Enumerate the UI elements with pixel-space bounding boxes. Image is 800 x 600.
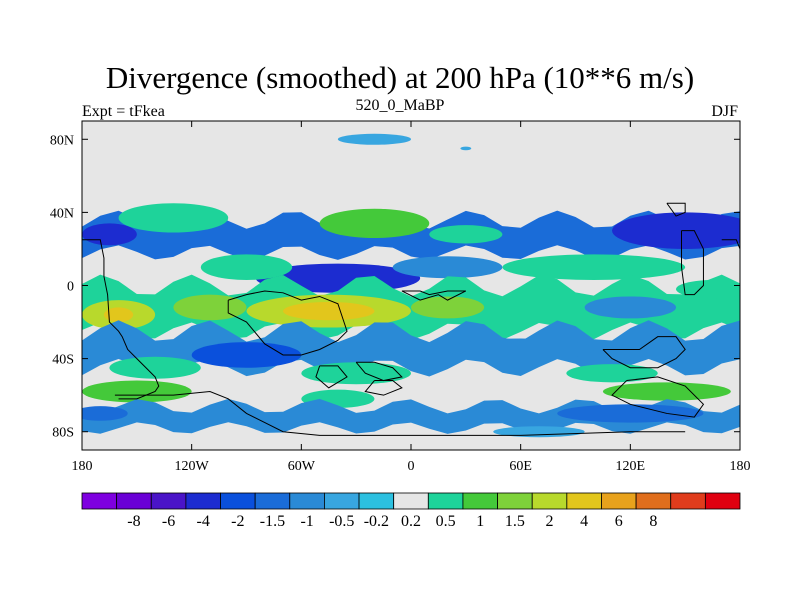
colorbar-swatch <box>704 492 741 510</box>
coastline <box>82 239 160 400</box>
coastline <box>315 365 348 389</box>
divergence-band <box>82 177 740 226</box>
divergence-cell <box>109 356 201 379</box>
colorbar-swatch <box>462 492 498 510</box>
chart-title: Divergence (smoothed) at 200 hPa (10**6 … <box>105 60 695 95</box>
colorbar-label: 1 <box>476 513 484 530</box>
x-tick-label: 60E <box>509 459 532 474</box>
divergence-cell <box>103 307 134 323</box>
divergence-cell <box>460 146 472 151</box>
colorbar-swatch <box>531 492 568 510</box>
y-tick-label: 80S <box>52 426 74 441</box>
colorbar-label: -1.5 <box>260 513 285 530</box>
coastline <box>355 361 403 382</box>
coastline <box>401 290 467 301</box>
divergence-cell <box>200 254 293 281</box>
colorbar-label: -0.5 <box>329 513 354 530</box>
divergence-cell <box>429 225 503 244</box>
x-tick-label: 120W <box>175 459 210 474</box>
y-tick-label: 40N <box>50 206 74 221</box>
divergence-cell <box>584 296 677 319</box>
x-tick-label: 120E <box>616 459 646 474</box>
colorbar-swatch <box>358 492 395 510</box>
coastline <box>681 230 704 296</box>
divergence-band <box>82 210 740 260</box>
colorbar-swatch <box>289 492 325 510</box>
colorbar-label: 1.5 <box>505 513 525 530</box>
coastline <box>721 239 740 250</box>
colorbar-swatch <box>601 492 637 510</box>
colorbar-label: 0.2 <box>401 513 421 530</box>
colorbar-label: 4 <box>580 513 588 530</box>
divergence-cell <box>82 406 128 421</box>
colorbar-label: 8 <box>649 513 657 530</box>
colorbar-label: -2 <box>231 513 244 530</box>
colorbar-swatch <box>150 492 187 510</box>
divergence-cell <box>411 296 485 319</box>
colorbar-label: -1 <box>300 513 313 530</box>
colorbar-label: -8 <box>127 513 140 530</box>
colorbar: -8 -6 -4 -2 -1.5 -1 -0.5 -0.2 0.2 0.5 1 1.5 2 4 6 8 <box>81 492 741 530</box>
divergence-field <box>82 121 740 450</box>
divergence-cell <box>191 342 302 368</box>
chart-subtitle: 520_0_MaBP <box>355 97 445 114</box>
x-tick-label: 180 <box>72 459 93 474</box>
colorbar-swatch <box>635 492 672 510</box>
colorbar-label: -0.2 <box>364 513 389 530</box>
y-tick-label: 40S <box>52 353 74 368</box>
map-axes: 180 120W 60W 0 60E 120E 180 80N 40N 0 40S 80S <box>50 121 751 474</box>
colorbar-swatch <box>566 492 602 510</box>
divergence-cell <box>502 254 686 281</box>
colorbar-swatch <box>324 492 360 510</box>
divergence-band <box>82 274 740 340</box>
y-tick-label: 0 <box>67 280 74 295</box>
divergence-cell <box>676 280 740 299</box>
colorbar-label: -6 <box>162 513 175 530</box>
colorbar-swatch <box>427 492 464 510</box>
colorbar-swatch <box>185 492 221 510</box>
coastlines <box>82 202 740 436</box>
divergence-cell <box>337 133 412 145</box>
y-tick-label: 80N <box>50 133 74 148</box>
divergence-cell <box>392 256 503 279</box>
divergence-cell <box>319 208 430 238</box>
coastline <box>611 376 705 418</box>
divergence-cell <box>118 203 229 233</box>
colorbar-swatch <box>497 492 533 510</box>
coastline <box>602 336 686 369</box>
x-tick-label: 0 <box>408 459 415 474</box>
divergence-cell <box>612 212 740 249</box>
coastline <box>114 391 686 436</box>
colorbar-swatch <box>81 492 118 510</box>
colorbar-swatch <box>220 492 256 510</box>
colorbar-swatch <box>393 492 429 510</box>
x-tick-label: 180 <box>730 459 751 474</box>
colorbar-label: 0.5 <box>436 513 456 530</box>
divergence-cell <box>301 362 411 385</box>
divergence-cell <box>557 404 704 423</box>
season-label: DJF <box>711 103 738 120</box>
divergence-cell <box>283 301 375 321</box>
colorbar-label: 2 <box>546 513 554 530</box>
colorbar-label: 6 <box>615 513 623 530</box>
coastline <box>364 380 403 396</box>
divergence-cell <box>447 338 594 361</box>
divergence-cell <box>82 223 137 246</box>
divergence-cell <box>566 364 658 383</box>
divergence-cell <box>602 382 731 401</box>
coastline <box>666 202 686 217</box>
experiment-label: Expt = tFkea <box>82 103 165 120</box>
coastline <box>227 290 348 356</box>
x-tick-label: 60W <box>288 459 316 474</box>
divergence-cell <box>82 380 192 403</box>
colorbar-swatch <box>254 492 291 510</box>
colorbar-swatch <box>670 492 706 510</box>
colorbar-swatch <box>116 492 152 510</box>
colorbar-label: -4 <box>197 513 210 530</box>
